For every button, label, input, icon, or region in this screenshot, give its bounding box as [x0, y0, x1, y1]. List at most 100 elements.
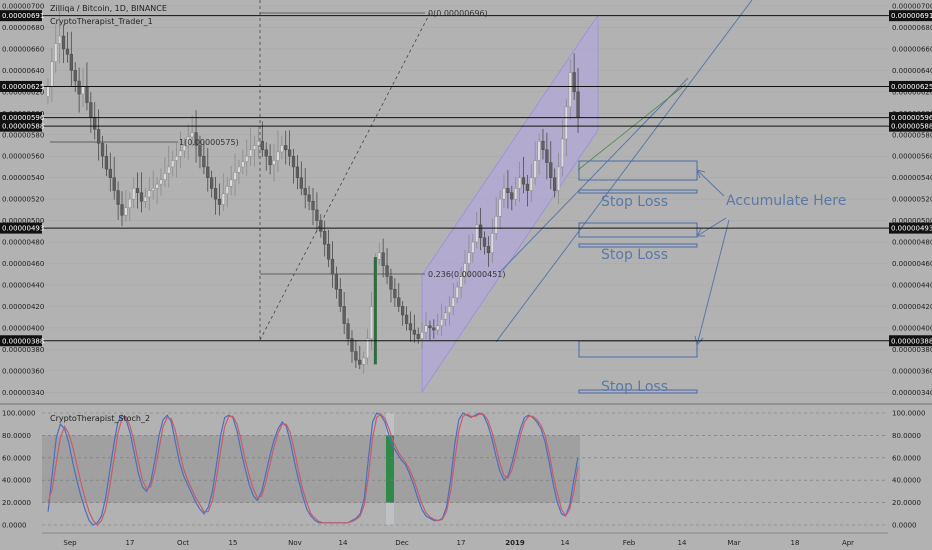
- level-badge-right: [889, 222, 932, 234]
- y-tick-left: 0.00000580: [2, 131, 44, 139]
- trend-line-1: [495, 0, 753, 343]
- y-tick-left: 0.00000440: [2, 281, 44, 289]
- candle-body: [163, 173, 167, 181]
- level-badge-left: [0, 120, 42, 132]
- y-tick-right: 0.00000360: [892, 367, 932, 375]
- candle-body: [151, 188, 155, 191]
- arrow-2-head: [696, 228, 705, 237]
- candle-body: [100, 143, 105, 157]
- candle-body: [295, 166, 300, 178]
- stoch-y-tick-right: 40.0000: [892, 477, 921, 485]
- level-badge-right-text: 0.00000388: [891, 337, 932, 345]
- stop-loss-bar-1: [578, 189, 698, 194]
- candle-body: [249, 149, 253, 157]
- y-tick-right: 0.00000440: [892, 281, 932, 289]
- right-price-axis: 0.00000340 0.00000360 0.00000380 0.00000400…: [892, 3, 932, 397]
- candle-body: [241, 161, 245, 168]
- trend-line-2: [499, 77, 689, 273]
- y-tick-left: 0.00000680: [2, 24, 44, 32]
- level-badge-left-text: 0.00000691: [2, 12, 44, 20]
- candle-body: [362, 357, 366, 365]
- candle-body: [506, 188, 510, 193]
- candle-body: [533, 160, 537, 178]
- x-tick: Feb: [623, 539, 636, 547]
- y-tick-left: 0.00000640: [2, 67, 44, 75]
- level-badge-right: [889, 80, 932, 92]
- candle-body: [436, 325, 440, 331]
- stoch-highlight-bar: [386, 435, 394, 503]
- candle-body: [556, 166, 561, 191]
- candle-body: [315, 209, 319, 221]
- accumulate-zone-2: [578, 222, 698, 238]
- highlight-candle: [373, 257, 377, 365]
- stoch-y-tick-left: 20.0000: [2, 499, 31, 507]
- candle-body: [233, 172, 237, 181]
- candle-body: [268, 155, 272, 166]
- candle-body: [529, 177, 533, 191]
- candle-body: [213, 188, 218, 200]
- y-tick-right: 0.00000460: [892, 260, 932, 268]
- level-badge-right-text: 0.00000625: [891, 83, 932, 91]
- candle-body: [346, 323, 350, 339]
- level-badge-right: [889, 10, 932, 22]
- candle-body: [330, 258, 335, 275]
- candle-body: [416, 334, 420, 339]
- candle-body: [455, 286, 459, 299]
- candle-body: [451, 297, 455, 307]
- y-tick-right: 0.00000640: [892, 67, 932, 75]
- stoch-y-tick-left: 100.0000: [2, 410, 35, 418]
- candle-body: [132, 188, 136, 200]
- x-tick: 14: [678, 539, 687, 547]
- candle-body: [545, 149, 549, 163]
- fib-level-1-label: 1(0.00000575): [179, 138, 239, 147]
- candle-body: [568, 72, 572, 108]
- candle-body: [408, 323, 413, 331]
- candle-body: [264, 149, 268, 157]
- candle-body: [432, 327, 436, 331]
- y-tick-right: 0.00000660: [892, 45, 932, 53]
- candle-body: [61, 35, 66, 50]
- candle-body: [147, 190, 151, 198]
- stoch-y-tick-right: 100.0000: [892, 410, 925, 418]
- y-tick-left: 0.00000480: [2, 239, 44, 247]
- candle-body: [323, 231, 327, 245]
- candle-body: [291, 155, 296, 168]
- candle-body: [260, 140, 264, 151]
- candle-body: [112, 177, 116, 191]
- x-tick: 17: [126, 539, 135, 547]
- candle-body: [443, 312, 448, 320]
- level-badge-left: [0, 80, 42, 92]
- candle-body: [365, 338, 370, 359]
- candle-body: [342, 306, 346, 324]
- drawings-layer: [50, 0, 753, 394]
- sub-study-label: CryptoTherapist_Stoch_2: [50, 414, 150, 423]
- candle-body: [482, 237, 487, 247]
- y-tick-left: 0.00000620: [2, 88, 44, 96]
- candle-body: [221, 193, 225, 205]
- y-tick-left: 0.00000460: [2, 260, 44, 268]
- candle-body: [326, 243, 331, 260]
- y-tick-right: 0.00000540: [892, 174, 932, 182]
- y-tick-right: 0.00000340: [892, 389, 932, 397]
- ascending-channel: [421, 13, 599, 394]
- candle-body: [572, 72, 576, 93]
- level-badge-left-text: 0.00000493: [2, 225, 44, 233]
- candle-body: [467, 252, 471, 264]
- candle-body: [69, 54, 73, 71]
- candle-body: [517, 177, 522, 189]
- stoch-line-k: [47, 412, 579, 526]
- stop-loss-label-1: Stop Loss: [601, 194, 668, 210]
- candle-body: [85, 86, 89, 103]
- candle-body: [81, 86, 85, 95]
- candle-body: [514, 188, 518, 200]
- candle-body: [116, 190, 120, 205]
- stop-loss-bar-2: [578, 243, 698, 248]
- x-tick: Mar: [727, 539, 740, 547]
- candle-body: [210, 177, 214, 189]
- level-badge-left: [0, 222, 42, 234]
- candle-body: [350, 338, 354, 352]
- candle-body: [354, 351, 358, 361]
- candle-body: [139, 192, 144, 202]
- candle-body: [311, 201, 315, 211]
